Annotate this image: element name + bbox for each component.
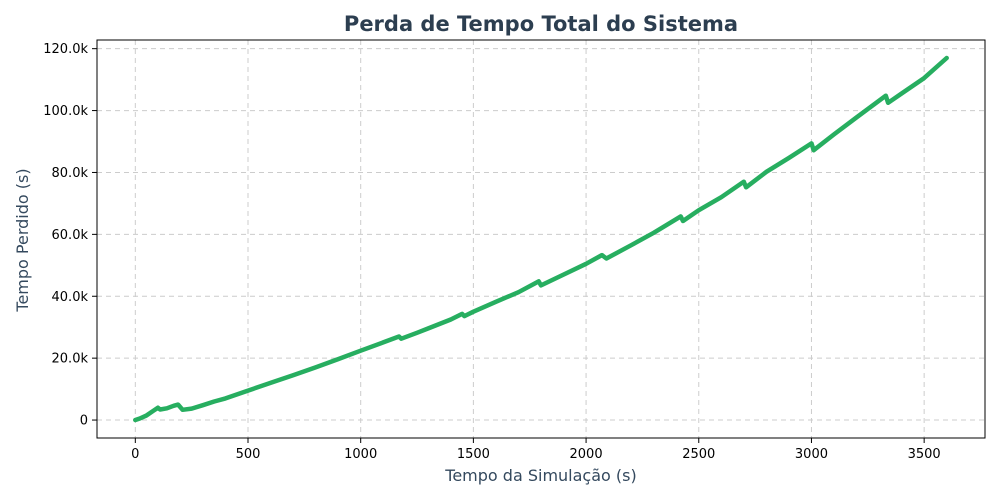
x-tick-label: 500 — [236, 447, 261, 462]
y-tick-label: 20.0k — [52, 352, 89, 367]
y-tick-label: 0 — [80, 414, 88, 429]
x-axis-label: Tempo da Simulação (s) — [444, 466, 636, 485]
x-tick-label: 2500 — [682, 447, 715, 462]
series-layer — [133, 55, 949, 423]
x-tick-label: 3000 — [795, 447, 828, 462]
x-tick-label: 1000 — [344, 447, 377, 462]
grid-layer — [97, 40, 985, 438]
x-tick-label: 3500 — [908, 447, 941, 462]
x-tick-label: 1500 — [457, 447, 490, 462]
y-tick-label: 120.0k — [43, 42, 88, 57]
series-line-0 — [133, 55, 949, 423]
y-tick-label: 40.0k — [52, 290, 89, 305]
x-tick-label: 0 — [131, 447, 139, 462]
plot-frame — [96, 39, 986, 439]
y-tick-label: 100.0k — [43, 104, 88, 119]
y-tick-label: 80.0k — [52, 166, 89, 181]
y-axis-label: Tempo Perdido (s) — [13, 168, 32, 312]
chart-title: Perda de Tempo Total do Sistema — [344, 12, 738, 36]
y-tick-label: 60.0k — [52, 228, 89, 243]
x-tick-label: 2000 — [570, 447, 603, 462]
axes-layer: 0 500 1000 1500 2000 2500 3000 3500 0 20.0k 40.0k 6… — [43, 39, 986, 462]
